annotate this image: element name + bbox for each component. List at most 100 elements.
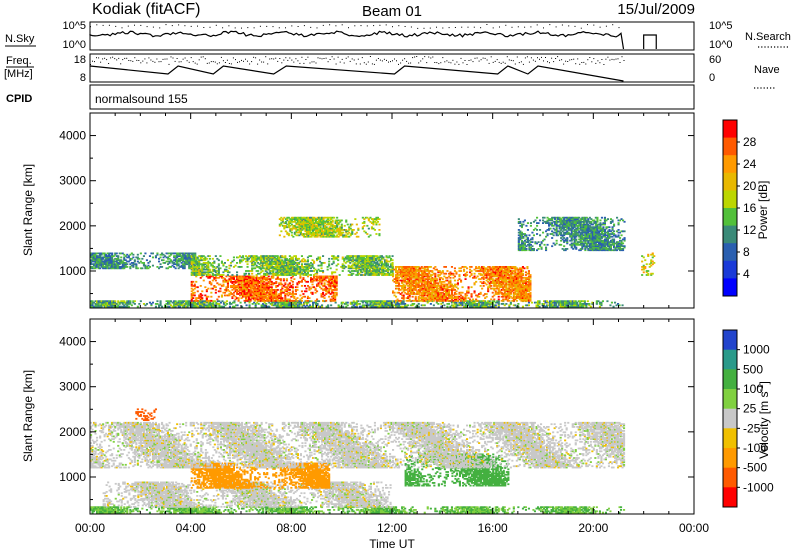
range-gate-cell — [366, 304, 369, 307]
range-gate-cell — [174, 300, 177, 303]
range-gate-cell — [252, 255, 255, 257]
range-gate-cell — [478, 300, 481, 303]
range-gate-cell — [438, 295, 441, 298]
range-gate-cell — [438, 278, 441, 280]
range-gate-cell — [200, 300, 203, 303]
range-gate-cell — [251, 262, 254, 264]
range-gate-cell — [426, 289, 429, 291]
range-gate-cell — [109, 305, 112, 308]
range-gate-cell — [429, 278, 432, 280]
nave-dot — [555, 58, 557, 59]
range-gate-cell — [141, 262, 144, 264]
range-gate-cell — [392, 279, 395, 282]
range-gate-cell — [243, 272, 246, 275]
range-gate-cell — [118, 260, 121, 263]
range-gate-cell — [508, 294, 511, 297]
range-gate-cell — [229, 264, 232, 267]
range-gate-cell — [413, 267, 416, 270]
range-gate-cell — [284, 282, 287, 285]
range-gate-cell — [527, 283, 530, 286]
range-gate-cell — [252, 263, 255, 266]
range-gate-cell — [270, 287, 273, 290]
range-gate-cell — [212, 303, 215, 305]
range-gate-cell — [196, 267, 199, 270]
range-gate-cell — [574, 304, 577, 307]
range-gate-cell — [193, 285, 196, 287]
range-gate-cell — [343, 303, 346, 305]
nave-dot — [114, 58, 116, 60]
range-gate-cell — [308, 255, 311, 257]
range-gate-cell — [97, 256, 100, 259]
range-gate-cell — [316, 285, 319, 287]
range-gate-cell — [112, 263, 115, 266]
range-gate-cell — [423, 285, 426, 287]
range-gate-cell — [523, 289, 526, 291]
range-gate-cell — [279, 294, 282, 297]
range-gate-cell — [198, 301, 201, 304]
range-gate-cell — [453, 285, 456, 287]
range-gate-cell — [196, 260, 199, 263]
range-gate-cell — [281, 266, 284, 268]
range-gate-cell — [332, 294, 335, 297]
range-gate-cell — [266, 267, 269, 270]
range-gate-cell — [444, 287, 447, 290]
range-gate-cell — [108, 259, 111, 262]
range-gate-cell — [273, 263, 276, 266]
range-gate-cell — [419, 279, 422, 282]
range-gate-cell — [526, 293, 529, 295]
nave-tick-top: 60 — [709, 54, 721, 66]
range-gate-cell — [518, 274, 521, 276]
range-gate-cell — [244, 301, 247, 304]
range-gate-cell — [190, 295, 193, 298]
range-gate-cell — [127, 301, 130, 304]
range-gate-cell — [491, 267, 494, 270]
range-gate-cell — [517, 279, 520, 282]
range-gate-cell — [207, 270, 210, 272]
range-gate-cell — [490, 271, 493, 274]
nave-dot — [235, 59, 236, 61]
range-gate-cell — [96, 256, 99, 259]
range-gate-cell — [296, 282, 299, 285]
range-gate-cell — [449, 285, 452, 287]
range-gate-cell — [144, 264, 147, 267]
range-gate-cell — [404, 286, 407, 289]
range-gate-cell — [491, 268, 494, 271]
range-gate-cell — [446, 303, 449, 305]
range-gate-cell — [242, 285, 245, 287]
range-gate-cell — [272, 255, 275, 257]
range-gate-cell — [223, 294, 226, 297]
range-gate-cell — [460, 304, 463, 307]
range-gate-cell — [115, 255, 118, 257]
range-gate-cell — [245, 275, 248, 278]
range-gate-cell — [229, 279, 232, 282]
range-gate-cell — [103, 252, 106, 255]
range-gate-cell — [527, 276, 530, 279]
range-gate-cell — [396, 298, 399, 301]
range-gate-cell — [281, 260, 284, 263]
range-gate-cell — [171, 262, 174, 264]
range-gate-cell — [506, 274, 509, 276]
range-gate-cell — [291, 271, 294, 274]
range-gate-cell — [467, 303, 470, 305]
range-gate-cell — [334, 289, 337, 291]
range-gate-cell — [193, 257, 196, 260]
range-gate-cell — [123, 305, 126, 308]
range-gate-cell — [171, 305, 174, 308]
range-gate-cell — [284, 257, 287, 260]
range-gate-cell — [401, 274, 404, 276]
range-gate-cell — [464, 294, 467, 297]
range-gate-cell — [515, 274, 518, 276]
range-gate-cell — [314, 287, 317, 290]
range-gate-cell — [500, 274, 503, 276]
range-gate-cell — [455, 271, 458, 274]
range-gate-cell — [158, 305, 161, 308]
range-gate-cell — [287, 304, 290, 307]
range-gate-cell — [106, 255, 109, 257]
range-gate-cell — [423, 293, 426, 295]
range-gate-cell — [481, 276, 484, 279]
range-gate-cell — [444, 291, 447, 294]
range-gate-cell — [278, 267, 281, 270]
range-gate-cell — [502, 276, 505, 279]
range-gate-cell — [281, 272, 284, 275]
range-gate-cell — [299, 272, 302, 275]
